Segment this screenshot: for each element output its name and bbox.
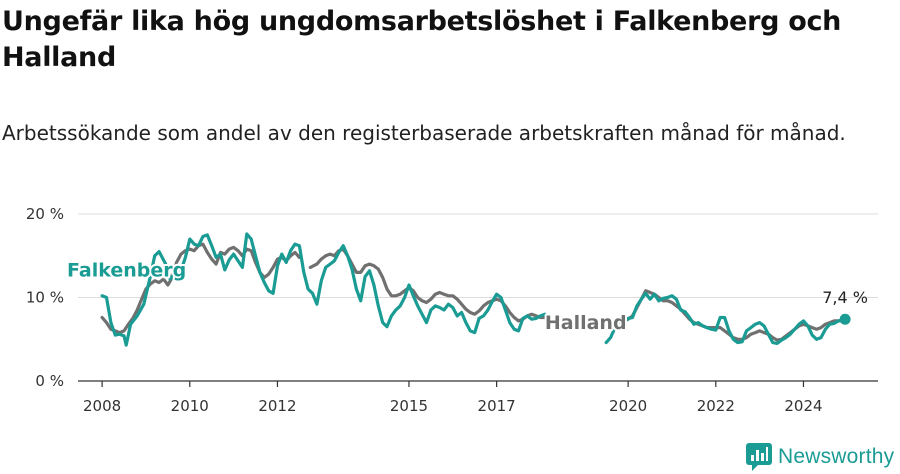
y-tick-label: 0 % [35, 372, 64, 390]
series-labels: Halland Falkenberg 7,4 % [65, 258, 868, 337]
x-tick-label: 2010 [171, 397, 209, 415]
x-tick-label: 2012 [258, 397, 296, 415]
end-point-marker [839, 313, 851, 325]
x-tick-label: 2008 [83, 397, 121, 415]
chart-subtitle: Arbetssökande som andel av den registerb… [2, 121, 846, 145]
series-lines [100, 232, 847, 347]
newsworthy-logo-icon [746, 443, 772, 471]
brand-name: Newsworthy [778, 445, 895, 468]
x-tick-label: 2022 [697, 397, 735, 415]
x-tick-label: 2024 [784, 397, 822, 415]
end-value-label: 7,4 % [822, 288, 868, 307]
series-label-halland: Halland [545, 312, 627, 334]
x-tick-label: 2015 [390, 397, 428, 415]
x-axis: 2008 2010 2012 2015 2017 2020 2022 2024 [78, 380, 878, 415]
series-line-falkenberg [604, 291, 847, 345]
newsworthy-brand[interactable]: Newsworthy [746, 442, 894, 472]
series-line-halland [100, 242, 301, 335]
x-tick-label: 2017 [478, 397, 516, 415]
y-tick-label: 10 % [26, 289, 64, 307]
y-axis: 0 % 10 % 20 % [26, 205, 64, 390]
series-line-falkenberg [100, 232, 569, 347]
gridlines [78, 213, 878, 298]
y-tick-label: 20 % [26, 205, 64, 223]
x-tick-label: 2020 [609, 397, 647, 415]
chart-title: Ungefär lika hög ungdomsarbetslöshet i F… [2, 6, 842, 73]
series-label-falkenberg: Falkenberg [67, 260, 186, 282]
